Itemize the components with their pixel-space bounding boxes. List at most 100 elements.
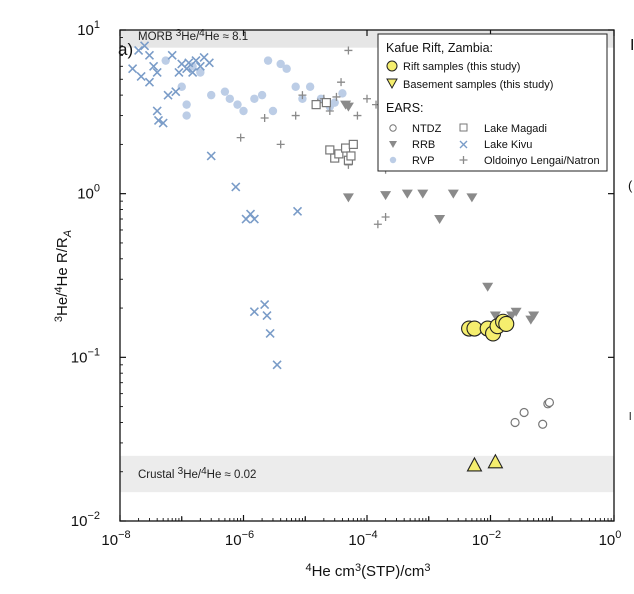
legend-magadi-marker [459,123,468,132]
legend-lengai-label: Oldoinyo Lengai/Natron [484,155,600,167]
lake-magadi-point [348,139,358,149]
legend-title: Kafue Rift, Zambia: [386,41,493,55]
ntdz-point [510,417,520,428]
lake-kivu-point [152,67,162,78]
legend-rvp-label: RVP [412,155,434,167]
lengai-point [291,111,300,120]
legend-rrb-label: RRB [412,139,435,151]
legend-lengai-marker [459,156,468,164]
lake-magadi-point [340,143,351,153]
lake-kivu-point [260,300,270,310]
lengai-point [325,106,334,115]
lake-magadi-point [321,98,331,108]
lake-kivu-point [184,58,194,68]
rift-sample-point [498,315,515,332]
lake-kivu-point [174,67,184,78]
legend-magadi-label: Lake Magadi [484,123,547,135]
lake-kivu-point [249,307,259,317]
rvp-point [305,82,315,91]
rrb-point [401,189,413,199]
crustal-band-label: Crustal 3He/4He ≈ 0.02 [138,466,256,481]
rvp-point [268,106,278,116]
lake-kivu-point [195,61,205,71]
lake-kivu-point [167,50,177,60]
lake-magadi-point [334,149,344,159]
ntdz-point [519,407,529,418]
rvp-point [225,94,235,103]
lake-kivu-point [158,118,168,128]
crustal-band [120,455,614,493]
rvp-point [233,100,242,109]
lake-kivu-point [292,206,303,216]
legend-ntdz-label: NTDZ [412,123,442,135]
data-marks [128,41,555,472]
lake-kivu-point [149,61,159,71]
rvp-point [182,111,191,120]
edge-letter-mid: ( [628,178,633,193]
lengai-point [373,220,382,229]
y-tick-label: 100 [77,183,100,203]
legend-basement-marker [386,78,398,90]
legend-rift-marker [386,60,398,72]
basement-sample-point [466,456,483,472]
x-tick-label: 10−6 [225,529,254,549]
lengai-point [298,91,307,100]
rvp-point [239,106,248,116]
legend: Kafue Rift, Zambia: Rift samples (this s… [377,33,608,172]
lengai-point [332,92,341,101]
y-tick-label: 10−2 [71,510,100,530]
legend-ntdz-marker [389,124,397,132]
edge-letter-low: l [629,411,631,423]
rrb-point [342,193,354,203]
legend-kivu-label: Lake Kivu [484,139,532,151]
lengai-point [353,111,362,120]
rrb-point [342,102,354,112]
rvp-point [338,89,347,98]
rvp-point [291,82,300,91]
ntdz-point [538,419,548,429]
rvp-point [161,56,170,65]
ntdz-point [544,397,555,408]
lengai-point [276,140,285,149]
rrb-point [510,307,522,317]
rrb-point [528,311,540,321]
lengai-point [363,94,371,103]
legend-rift-label: Rift samples (this study) [403,61,520,73]
lake-magadi-point [346,151,356,161]
x-tick-label: 10−4 [348,529,377,549]
lake-kivu-point [231,182,241,192]
rrb-point [380,191,392,201]
lengai-point [381,213,390,222]
lake-kivu-point [140,41,150,51]
lake-kivu-point [144,77,155,87]
x-tick-label: 10−8 [101,529,130,549]
rvp-point [207,90,216,100]
lake-kivu-point [144,50,155,60]
legend-rvp-marker [389,156,397,164]
edge-letter-top: I [630,37,634,54]
legend-rrb-marker [389,141,397,148]
rvp-point [276,59,285,69]
rrb-point [466,193,478,203]
lake-kivu-point [272,360,282,370]
lake-kivu-point [204,58,214,68]
lake-kivu-point [188,67,198,78]
plot-frame [119,29,615,522]
lake-magadi-point [311,100,321,110]
lake-kivu-point [191,56,201,66]
rvp-point [250,94,259,103]
rrb-point [482,282,494,292]
basement-sample-point [487,453,504,469]
lengai-point [236,133,245,142]
lake-magadi-point [325,145,335,155]
rrb-point [489,311,501,321]
rvp-point [196,68,205,77]
rrb-point [447,189,459,199]
rvp-point [330,98,339,107]
lake-kivu-point [249,214,259,224]
lake-kivu-point [153,115,164,126]
rvp-point [220,87,230,96]
rvp-point [263,56,273,65]
panel-label: a) [118,40,133,59]
lake-kivu-point [136,71,146,82]
